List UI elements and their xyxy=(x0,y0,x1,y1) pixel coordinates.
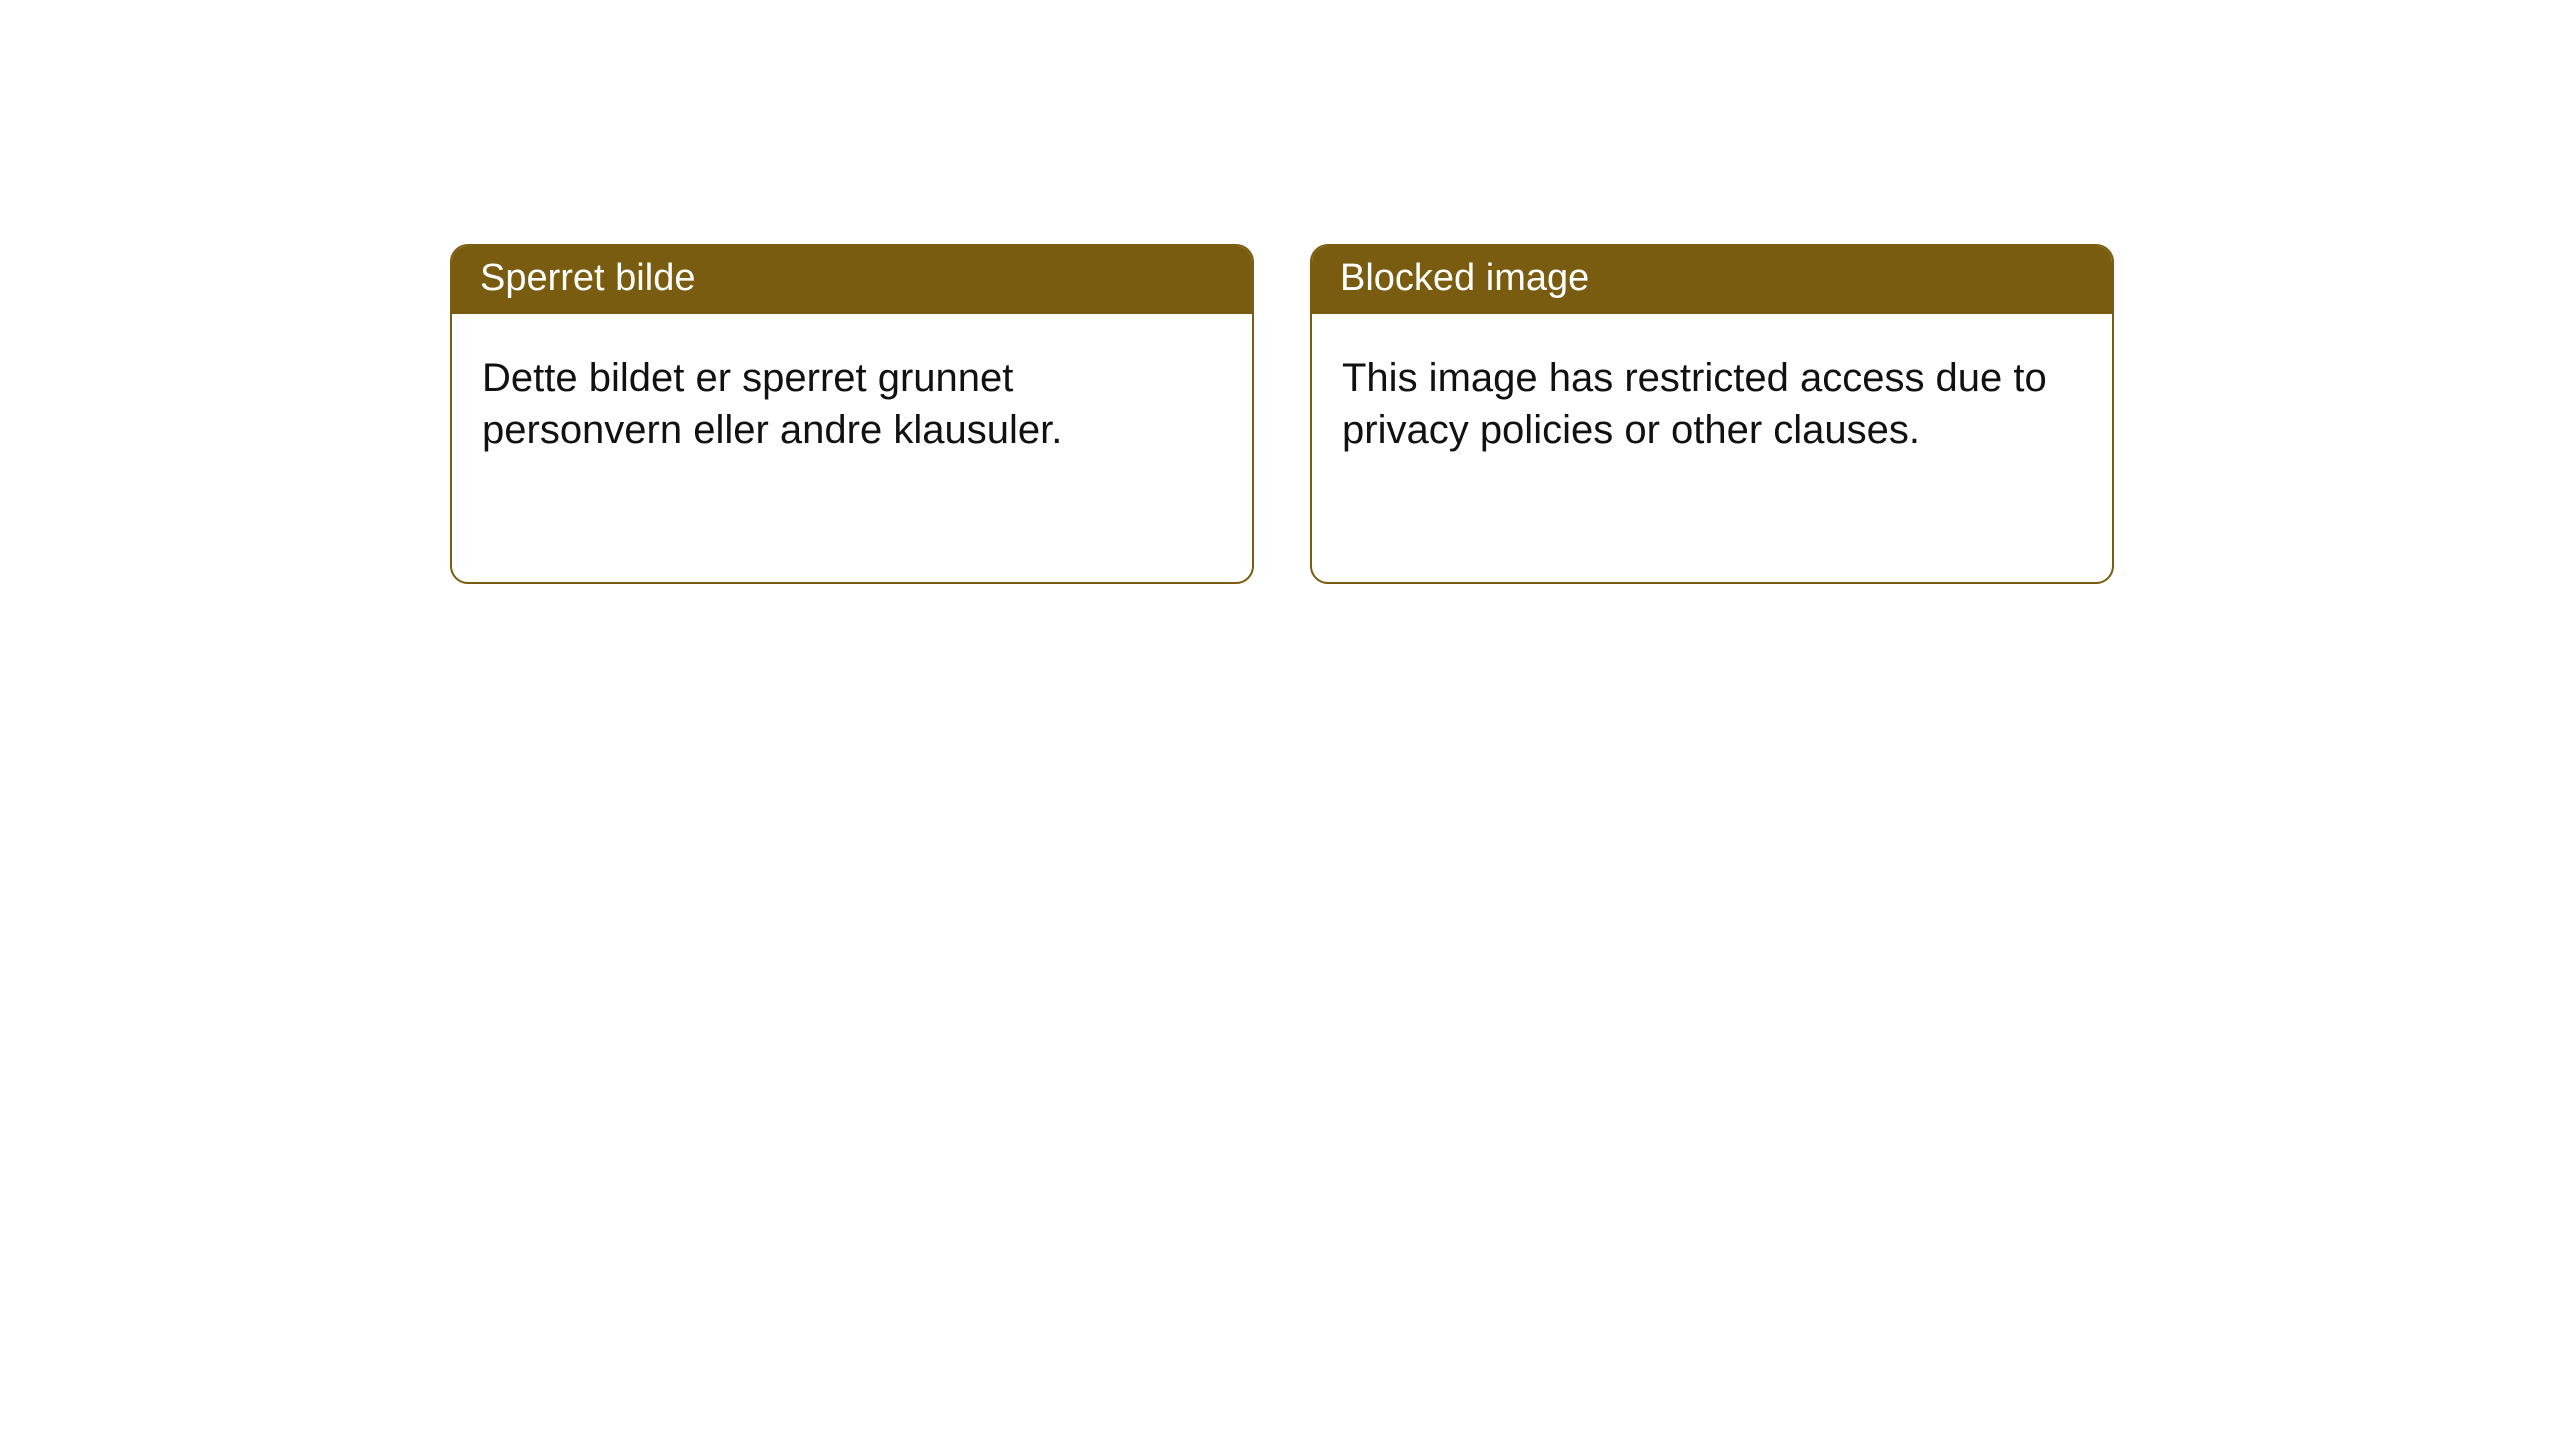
notice-body-english: This image has restricted access due to … xyxy=(1312,314,2112,486)
notice-body-norwegian: Dette bildet er sperret grunnet personve… xyxy=(452,314,1252,486)
notice-title-norwegian: Sperret bilde xyxy=(452,246,1252,314)
notice-card-english: Blocked image This image has restricted … xyxy=(1310,244,2114,584)
notice-title-english: Blocked image xyxy=(1312,246,2112,314)
notice-container: Sperret bilde Dette bildet er sperret gr… xyxy=(0,0,2560,584)
notice-card-norwegian: Sperret bilde Dette bildet er sperret gr… xyxy=(450,244,1254,584)
